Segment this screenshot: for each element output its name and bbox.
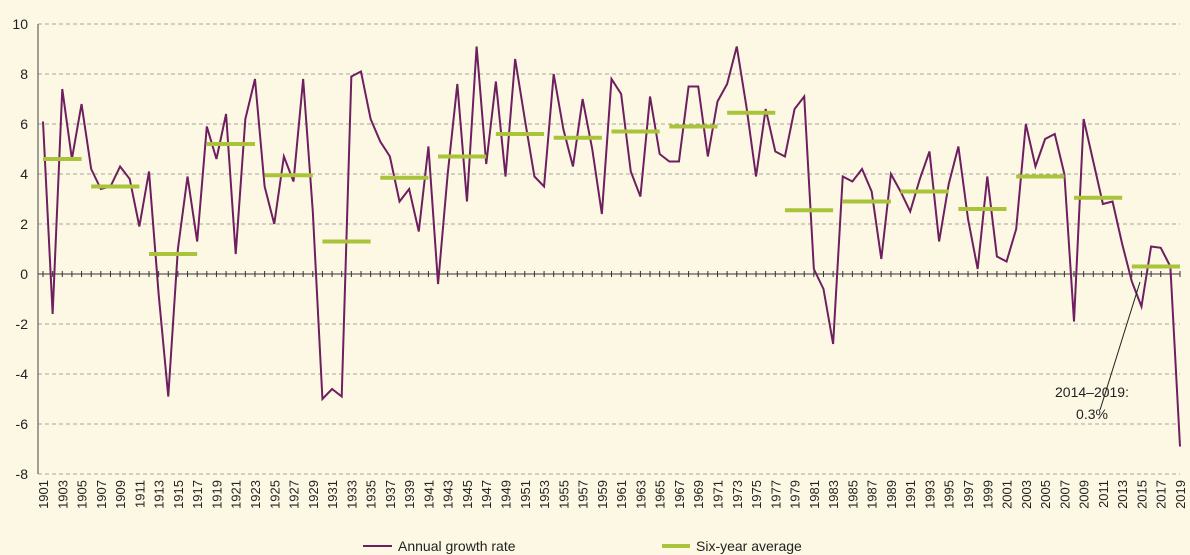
x-tick-label: 1965	[653, 480, 668, 509]
x-tick-label: 1953	[537, 480, 552, 509]
x-tick-label: 1981	[807, 480, 822, 509]
y-tick-label: 8	[20, 66, 28, 82]
x-tick-label: 1911	[132, 480, 147, 508]
x-tick-label: 1975	[749, 480, 764, 509]
x-tick-label: 1947	[479, 480, 494, 509]
x-tick-label: 1917	[190, 480, 205, 509]
x-tick-label: 2009	[1077, 480, 1092, 509]
x-tick-label: 1937	[383, 480, 398, 509]
y-tick-label: -6	[16, 416, 29, 432]
annotation-leader	[1099, 281, 1141, 411]
annotation: 0.3%	[1076, 406, 1108, 422]
x-tick-label: 1945	[460, 480, 475, 509]
x-tick-label: 1907	[94, 480, 109, 509]
x-tick-label: 2007	[1057, 480, 1072, 509]
y-tick-label: 2	[20, 216, 28, 232]
x-tick-label: 1963	[633, 480, 648, 509]
x-tick-label: 2019	[1173, 480, 1188, 509]
legend-label: Six-year average	[696, 538, 802, 554]
x-tick-label: 1955	[556, 480, 571, 509]
x-tick-label: 1923	[248, 480, 263, 509]
x-tick-label: 1935	[364, 480, 379, 509]
x-tick-label: 1985	[845, 480, 860, 509]
x-tick-label: 1903	[55, 480, 70, 509]
x-tick-label: 1957	[576, 480, 591, 509]
x-tick-label: 1925	[267, 480, 282, 509]
x-tick-label: 1943	[441, 480, 456, 509]
x-tick-label: 1973	[730, 480, 745, 509]
x-tick-label: 1929	[306, 480, 321, 509]
x-tick-label: 1921	[229, 480, 244, 509]
x-tick-label: 1951	[518, 480, 533, 509]
x-tick-label: 1927	[287, 480, 302, 509]
x-tick-label: 1939	[402, 480, 417, 509]
x-tick-label: 1901	[36, 480, 51, 509]
x-tick-label: 2003	[1019, 480, 1034, 509]
x-tick-label: 1991	[903, 480, 918, 509]
y-tick-label: 10	[12, 16, 28, 32]
x-tick-label: 2015	[1134, 480, 1149, 509]
y-tick-label: -2	[16, 316, 29, 332]
x-tick-label: 1989	[884, 480, 899, 509]
x-tick-label: 1915	[171, 480, 186, 509]
x-tick-label: 1999	[980, 480, 995, 509]
x-tick-label: 1919	[209, 480, 224, 509]
x-tick-label: 1909	[113, 480, 128, 509]
y-tick-label: -4	[16, 366, 29, 382]
x-tick-label: 2017	[1154, 480, 1169, 509]
x-tick-label: 1913	[152, 480, 167, 509]
x-tick-label: 1977	[768, 480, 783, 509]
y-tick-label: 0	[20, 266, 28, 282]
x-tick-label: 2005	[1038, 480, 1053, 509]
x-tick-label: 2001	[1000, 480, 1015, 509]
growth-line	[42, 46, 1181, 447]
x-tick-label: 1967	[672, 480, 687, 509]
x-tick-label: 1993	[922, 480, 937, 509]
y-tick-label: -8	[16, 466, 29, 482]
x-tick-label: 1987	[865, 480, 880, 509]
x-tick-label: 1971	[710, 480, 725, 509]
x-tick-label: 1997	[961, 480, 976, 509]
x-tick-label: 1905	[75, 480, 90, 509]
y-tick-label: 4	[20, 166, 28, 182]
x-tick-label: 1983	[826, 480, 841, 509]
legend-label: Annual growth rate	[398, 538, 516, 554]
x-tick-label: 1961	[614, 480, 629, 509]
x-tick-label: 1949	[499, 480, 514, 509]
x-tick-label: 1979	[788, 480, 803, 509]
x-tick-label: 2011	[1096, 480, 1111, 508]
x-tick-label: 1995	[942, 480, 957, 509]
y-tick-label: 6	[20, 116, 28, 132]
x-tick-label: 1969	[691, 480, 706, 509]
x-tick-label: 1941	[421, 480, 436, 509]
x-tick-label: 2013	[1115, 480, 1130, 509]
x-tick-label: 1959	[595, 480, 610, 509]
x-tick-label: 1931	[325, 480, 340, 509]
annotation: 2014–2019:	[1055, 384, 1129, 400]
x-tick-label: 1933	[344, 480, 359, 509]
